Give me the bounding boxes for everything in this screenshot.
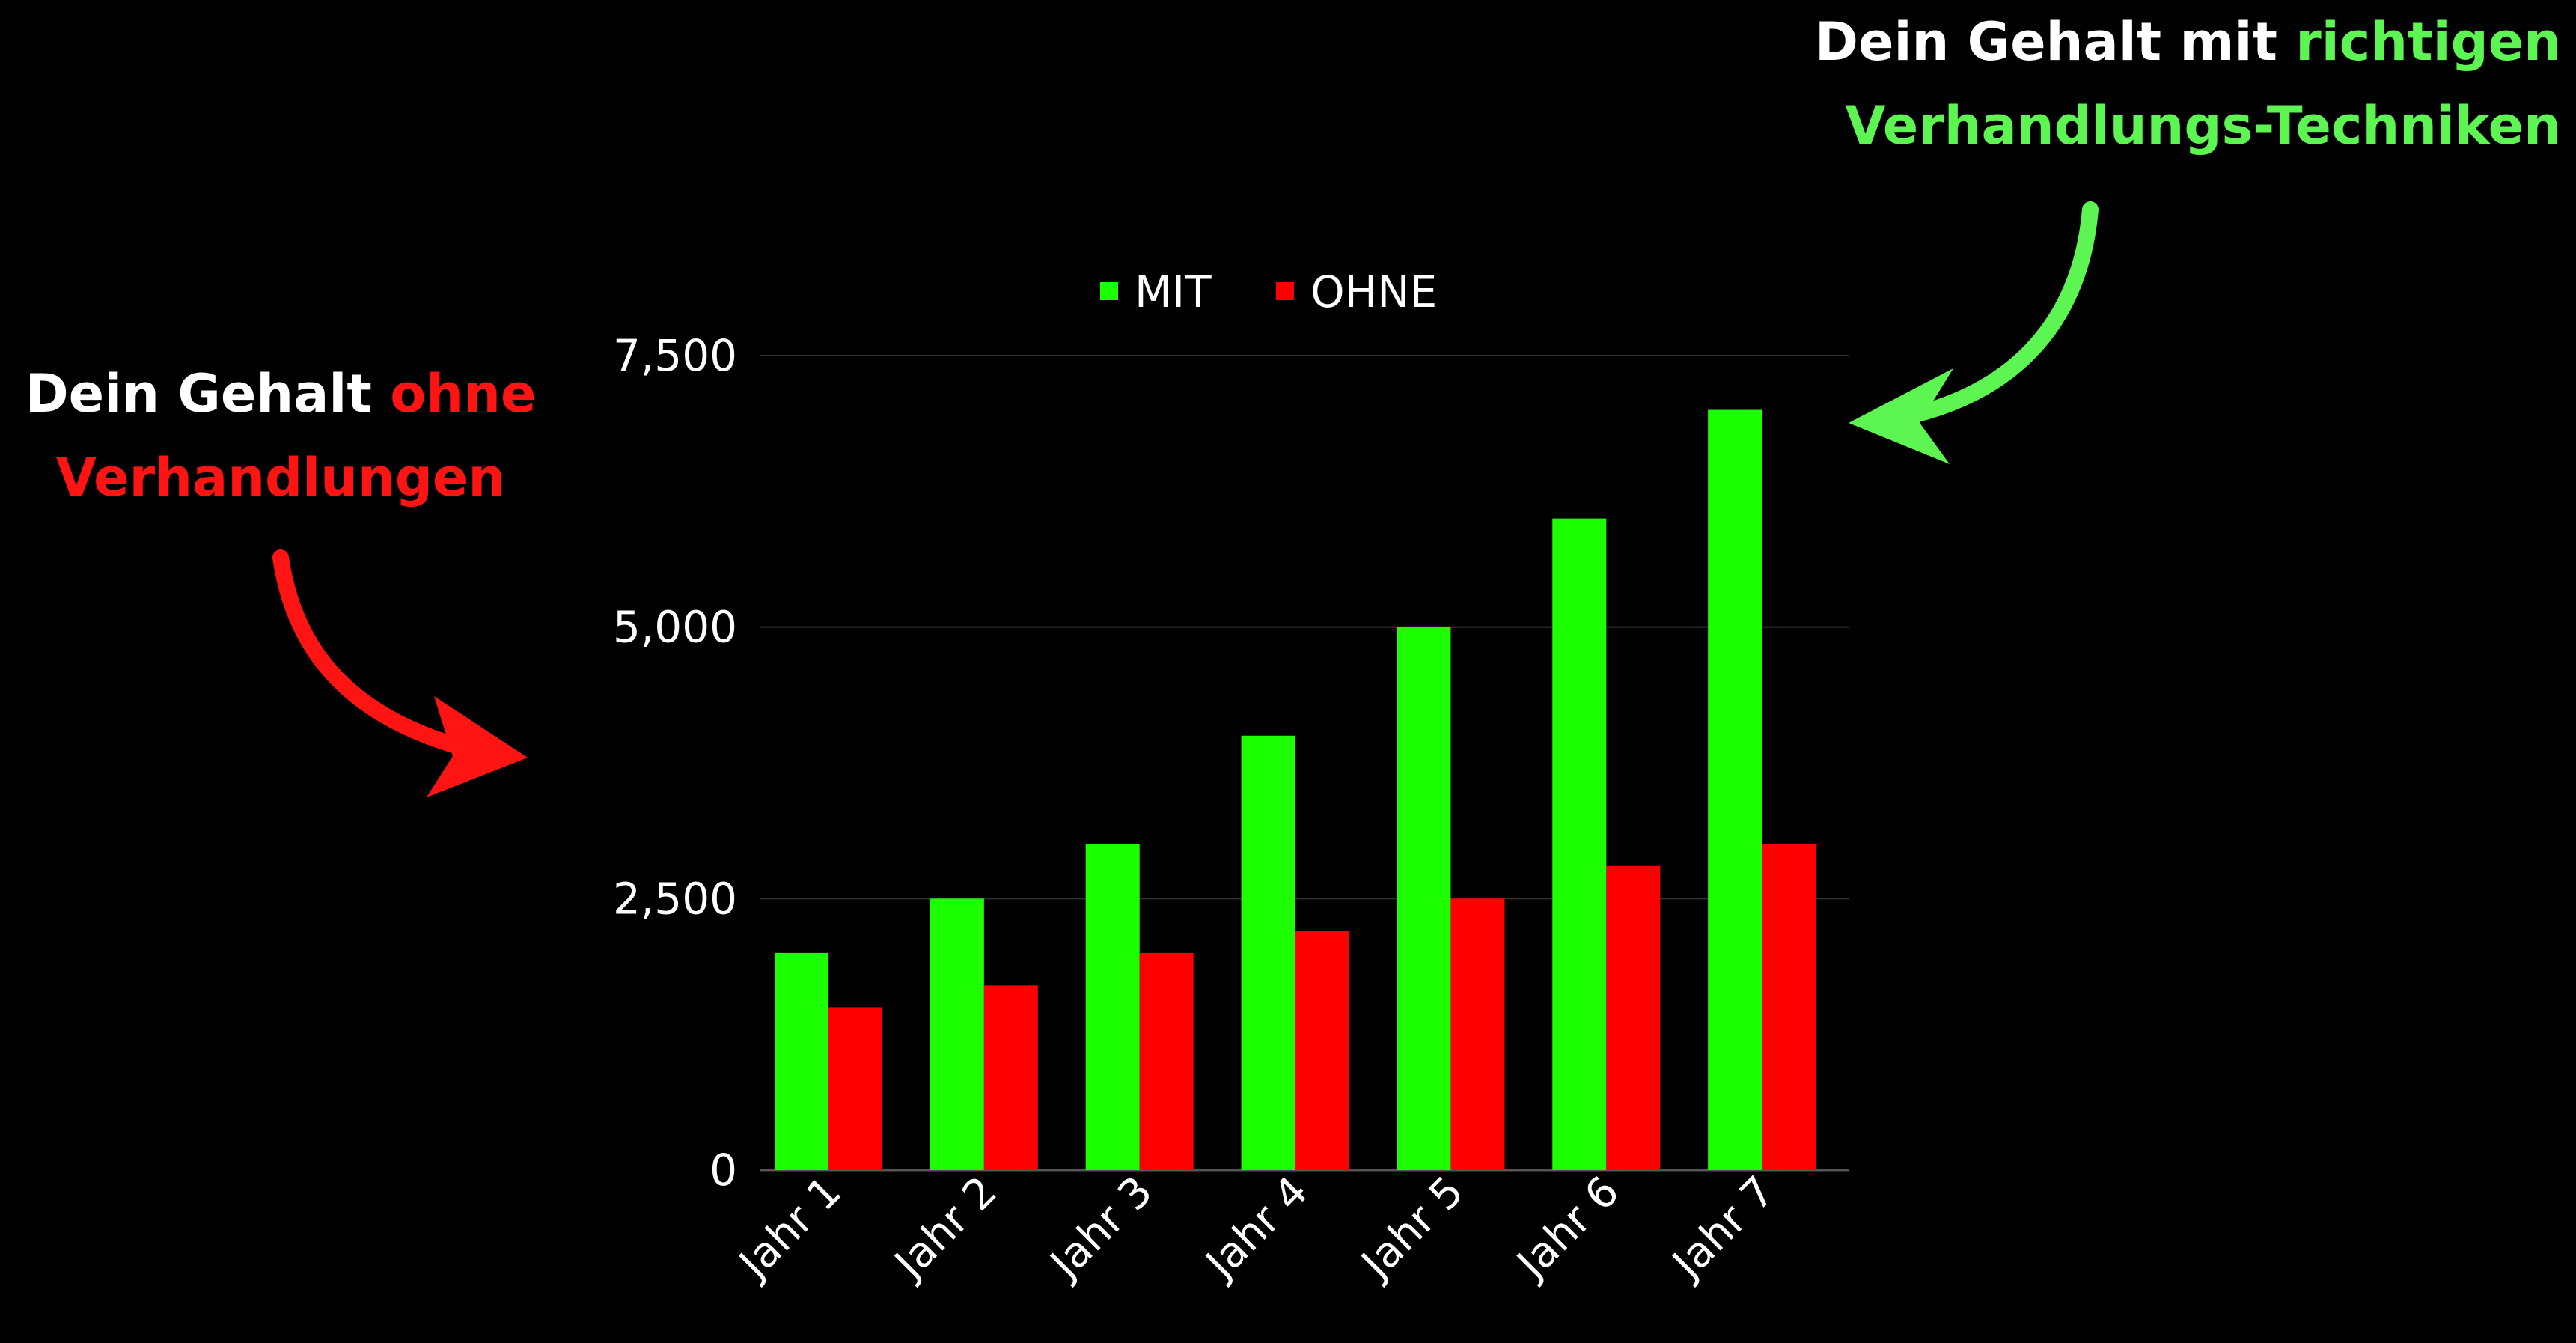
bar-ohne (983, 985, 1038, 1170)
bar-mit (775, 952, 828, 1170)
bar-ohne (1762, 844, 1816, 1170)
bar-ohne (1606, 865, 1661, 1170)
x-axis-ticks: Jahr 1 Jahr 2 Jahr 3 Jahr 4 Jahr 5 Jahr 6 Jahr… (729, 1167, 1784, 1289)
y-tick-label: 7,500 (613, 330, 737, 381)
callout-right-line1: Dein Gehalt mit richtigen (1815, 0, 2561, 84)
bar-mit (1085, 844, 1140, 1170)
callout-left-line2: Verhandlungen (55, 447, 506, 508)
bar-mit (1708, 409, 1762, 1170)
callout-right-line2: Verhandlungs-Techniken (1845, 95, 2561, 156)
x-tick-label: Jahr 7 (1662, 1167, 1784, 1289)
y-tick-label: 5,000 (613, 602, 737, 653)
callout-left-line1: Dein Gehalt ohne (0, 352, 561, 436)
callout-left-white-text: Dein Gehalt (25, 363, 391, 424)
bars (775, 409, 1816, 1170)
x-tick-label: Jahr 4 (1195, 1167, 1317, 1289)
callout-with-negotiation: Dein Gehalt mit richtigen Verhandlungs-T… (1815, 0, 2561, 168)
x-tick-label: Jahr 6 (1507, 1167, 1629, 1289)
right-arrow (1849, 201, 2099, 464)
left-arrow (272, 549, 528, 797)
x-tick-label: Jahr 1 (729, 1167, 851, 1289)
y-axis-ticks: 0 2,500 5,000 7,500 (613, 330, 737, 1196)
bar-ohne (1139, 952, 1194, 1170)
left-arrow-head (427, 696, 528, 797)
bar-mit (1552, 518, 1607, 1170)
bar-ohne (1450, 898, 1505, 1170)
y-tick-label: 2,500 (613, 873, 737, 924)
bar-ohne (828, 1007, 882, 1170)
right-arrow-head (1849, 368, 1953, 464)
bar-mit (930, 898, 984, 1170)
right-arrow-shaft (1863, 201, 2099, 431)
callout-left-red-word: ohne (390, 363, 537, 424)
x-tick-label: Jahr 2 (885, 1167, 1007, 1289)
callout-right-white-text: Dein Gehalt mit (1814, 11, 2296, 73)
legend-label-mit: MIT (1135, 267, 1212, 317)
legend-swatch-ohne (1276, 282, 1294, 300)
bar-mit (1397, 627, 1451, 1170)
bar-ohne (1295, 931, 1349, 1170)
y-tick-label: 0 (709, 1145, 737, 1196)
x-tick-label: Jahr 3 (1040, 1167, 1162, 1289)
callout-right-green-word: richtigen (2295, 11, 2561, 73)
callout-without-negotiation: Dein Gehalt ohne Verhandlungen (0, 352, 561, 520)
x-tick-label: Jahr 5 (1351, 1167, 1473, 1289)
legend-swatch-mit (1100, 282, 1118, 300)
bar-mit (1241, 735, 1295, 1170)
legend-label-ohne: OHNE (1310, 267, 1437, 317)
legend: MIT OHNE (1100, 267, 1437, 317)
